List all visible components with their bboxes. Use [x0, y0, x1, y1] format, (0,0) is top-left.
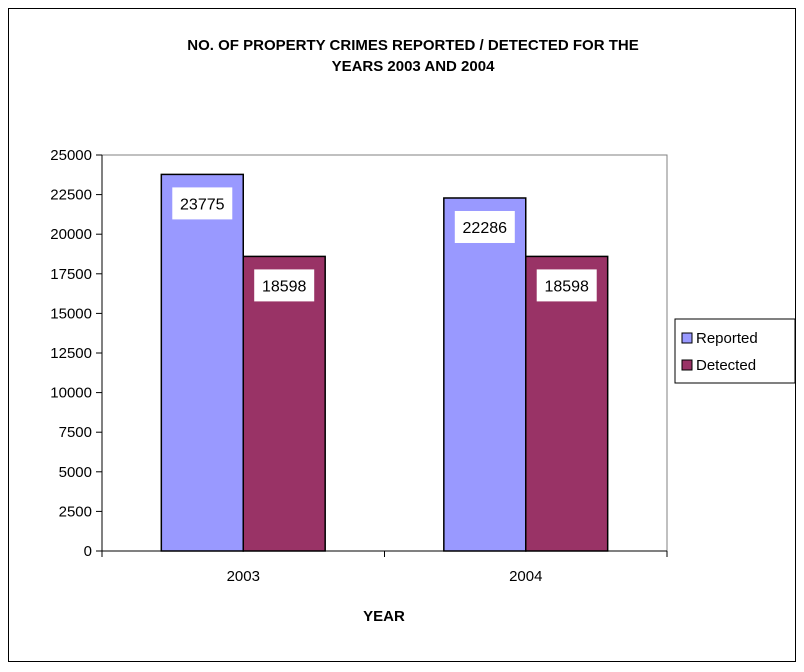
- chart-frame: NO. OF PROPERTY CRIMES REPORTED / DETECT…: [8, 8, 796, 662]
- bars: 23775 18598 22286 18598: [160, 173, 609, 552]
- data-label-box: [254, 269, 315, 302]
- legend-swatch-detected: [681, 359, 693, 371]
- data-label: 23775: [180, 196, 225, 213]
- x-axis-title: YEAR: [363, 608, 405, 625]
- y-axis: 0 2500 5000 7500 10000 12500 15000 17500 20000 22…: [50, 147, 103, 560]
- x-tick-label: 2004: [509, 568, 542, 585]
- data-label: 18598: [262, 278, 307, 295]
- bar-reported-2004: [443, 197, 527, 552]
- y-tick-label: 0: [84, 543, 92, 560]
- y-tick-label: 5000: [59, 464, 92, 481]
- chart-title-line-1: NO. OF PROPERTY CRIMES REPORTED / DETECT…: [187, 37, 638, 54]
- bar-detected-2004: [525, 255, 609, 552]
- y-tick-label: 22500: [50, 187, 92, 204]
- y-tick-label: 7500: [59, 424, 92, 441]
- legend-label-reported: Reported: [696, 330, 758, 347]
- y-tick-label: 17500: [50, 266, 92, 283]
- x-tick-label: 2003: [227, 568, 260, 585]
- data-label-box: [536, 269, 597, 302]
- bar-detected-2003: [242, 255, 326, 552]
- chart-title-line-2: YEARS 2003 AND 2004: [332, 58, 496, 75]
- legend-swatch-reported: [681, 332, 693, 344]
- bar-chart: NO. OF PROPERTY CRIMES REPORTED / DETECT…: [8, 8, 796, 662]
- legend-label-detected: Detected: [696, 357, 756, 374]
- y-tick-label: 12500: [50, 345, 92, 362]
- y-tick-label: 25000: [50, 147, 92, 164]
- y-tick-label: 10000: [50, 385, 92, 402]
- legend-box: [674, 318, 796, 384]
- data-label-box: [172, 187, 233, 220]
- y-tick-label: 2500: [59, 503, 92, 520]
- data-label: 22286: [463, 220, 508, 237]
- y-tick-label: 15000: [50, 305, 92, 322]
- y-tick-label: 20000: [50, 226, 92, 243]
- legend: Reported Detected: [674, 318, 796, 384]
- data-label-box: [454, 210, 515, 243]
- x-axis: 2003 2004: [101, 550, 668, 585]
- bar-reported-2003: [160, 173, 244, 552]
- data-label: 18598: [544, 278, 589, 295]
